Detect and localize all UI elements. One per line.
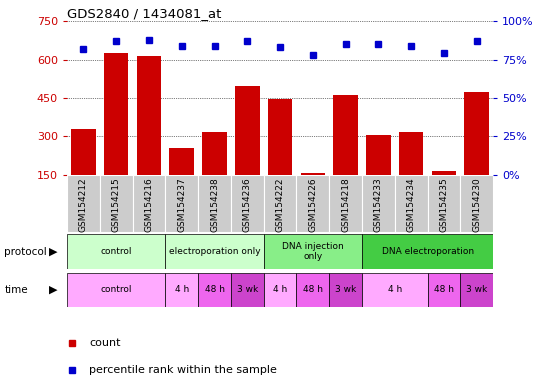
Text: count: count <box>89 338 121 348</box>
Text: time: time <box>4 285 28 295</box>
Bar <box>460 273 493 307</box>
Text: 4 h: 4 h <box>388 285 402 295</box>
Bar <box>366 135 391 175</box>
Bar <box>104 53 129 175</box>
Text: GSM154222: GSM154222 <box>276 177 285 232</box>
Text: 4 h: 4 h <box>175 285 189 295</box>
Bar <box>268 99 292 175</box>
Text: ▶: ▶ <box>49 285 58 295</box>
Text: GSM154230: GSM154230 <box>472 177 481 232</box>
Bar <box>428 273 460 307</box>
Text: GSM154238: GSM154238 <box>210 177 219 232</box>
Text: 48 h: 48 h <box>303 285 323 295</box>
Text: DNA electroporation: DNA electroporation <box>382 247 474 256</box>
Bar <box>395 175 428 232</box>
Bar <box>399 132 423 175</box>
Text: GSM154234: GSM154234 <box>407 177 416 232</box>
Bar <box>362 273 428 307</box>
Text: GSM154235: GSM154235 <box>440 177 449 232</box>
Bar <box>165 175 198 232</box>
Text: control: control <box>100 247 132 256</box>
Text: GSM154237: GSM154237 <box>177 177 186 232</box>
Text: GSM154215: GSM154215 <box>111 177 121 232</box>
Text: GSM154236: GSM154236 <box>243 177 252 232</box>
Bar <box>296 273 329 307</box>
Bar <box>329 273 362 307</box>
Bar <box>301 174 325 175</box>
Bar <box>464 91 489 175</box>
Text: GSM154233: GSM154233 <box>374 177 383 232</box>
Bar <box>67 273 165 307</box>
Bar <box>202 132 227 175</box>
Bar <box>198 175 231 232</box>
Bar <box>137 56 161 175</box>
Bar <box>67 234 165 269</box>
Bar <box>169 148 194 175</box>
Text: protocol: protocol <box>4 247 47 257</box>
Bar <box>231 273 264 307</box>
Text: 3 wk: 3 wk <box>237 285 258 295</box>
Bar <box>100 175 132 232</box>
Bar <box>132 175 165 232</box>
Text: GSM154226: GSM154226 <box>308 177 317 232</box>
Bar <box>231 175 264 232</box>
Bar <box>460 175 493 232</box>
Text: 48 h: 48 h <box>205 285 225 295</box>
Bar <box>71 129 96 175</box>
Text: control: control <box>100 285 132 295</box>
Text: 3 wk: 3 wk <box>335 285 356 295</box>
Text: electroporation only: electroporation only <box>169 247 260 256</box>
Bar <box>428 175 460 232</box>
Bar <box>362 175 395 232</box>
Bar <box>235 86 259 175</box>
Bar <box>264 175 296 232</box>
Bar <box>198 273 231 307</box>
Bar <box>329 175 362 232</box>
Text: ▶: ▶ <box>49 247 58 257</box>
Bar <box>165 273 198 307</box>
Bar <box>362 234 493 269</box>
Text: 3 wk: 3 wk <box>466 285 487 295</box>
Bar <box>296 175 329 232</box>
Text: percentile rank within the sample: percentile rank within the sample <box>89 365 277 375</box>
Bar <box>333 95 358 175</box>
Text: DNA injection
only: DNA injection only <box>282 242 344 261</box>
Bar <box>165 234 264 269</box>
Text: GSM154218: GSM154218 <box>341 177 350 232</box>
Text: 4 h: 4 h <box>273 285 287 295</box>
Bar <box>67 175 100 232</box>
Text: GSM154212: GSM154212 <box>79 177 88 232</box>
Bar <box>264 234 362 269</box>
Bar <box>431 171 456 175</box>
Text: GSM154216: GSM154216 <box>144 177 153 232</box>
Text: 48 h: 48 h <box>434 285 454 295</box>
Text: GDS2840 / 1434081_at: GDS2840 / 1434081_at <box>67 7 221 20</box>
Bar <box>264 273 296 307</box>
